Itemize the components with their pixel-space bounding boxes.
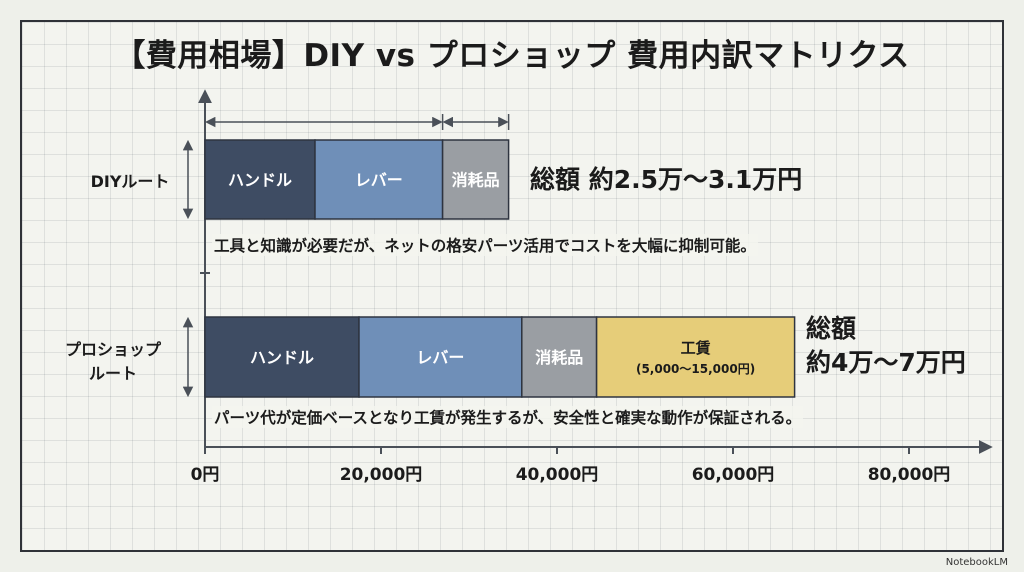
x-tick-label: 80,000円	[868, 465, 951, 485]
bar-segment	[441, 139, 510, 220]
note-diy: 工具と知識が必要だが、ネットの格安パーツ活用でコストを大幅に抑制可能。	[212, 234, 758, 256]
segment-label: 工賃	[681, 339, 711, 357]
x-tick-label: 0円	[191, 465, 220, 485]
bar-segment	[521, 316, 598, 398]
row-label-diy: DIYルート	[90, 172, 170, 191]
segment-label: レバー	[355, 171, 403, 190]
segment-label: 消耗品	[452, 171, 500, 190]
bar-segment	[358, 316, 523, 398]
bar-segment	[204, 139, 316, 220]
x-tick-label: 40,000円	[516, 465, 599, 485]
x-tick-label: 60,000円	[692, 465, 775, 485]
segment-label: ハンドル	[228, 171, 292, 190]
bar-segment	[204, 316, 360, 398]
segment-label: 消耗品	[535, 348, 583, 367]
bar-segment	[314, 139, 444, 220]
chart-title: 【費用相場】DIY vs プロショップ 費用内訳マトリクス	[114, 38, 910, 74]
chart-frame	[20, 20, 1004, 552]
segment-label: ハンドル	[250, 348, 314, 367]
segment-sublabel: (5,000〜15,000円)	[636, 362, 755, 376]
x-tick-label: 20,000円	[340, 465, 423, 485]
watermark: NotebookLM	[945, 557, 1008, 568]
bar-segment	[595, 316, 796, 398]
note-pro: パーツ代が定価ベースとなり工賃が発生するが、安全性と確実な動作が保証される。	[212, 406, 804, 428]
segment-label: レバー	[416, 348, 464, 367]
total-diy: 総額 約2.5万〜3.1万円	[530, 165, 803, 194]
total-pro: 総額 約4万〜7万円	[806, 314, 966, 377]
row-label-pro: プロショップ ルート	[64, 340, 161, 383]
